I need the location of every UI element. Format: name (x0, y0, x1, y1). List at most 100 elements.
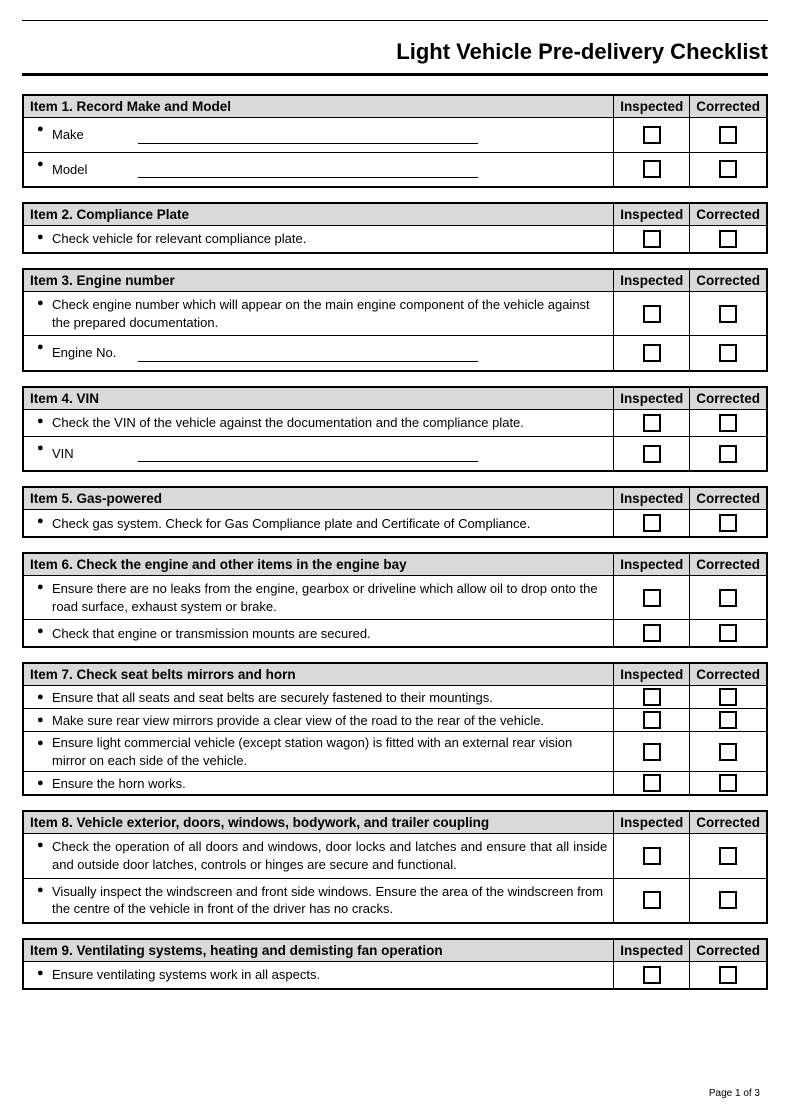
inspected-checkbox[interactable] (643, 774, 661, 792)
checklist-item: ●Make sure rear view mirrors provide a c… (24, 709, 614, 732)
item-header: Item 9. Ventilating systems, heating and… (24, 939, 614, 961)
column-inspected: Inspected (614, 204, 690, 226)
column-corrected: Corrected (690, 488, 767, 510)
corrected-checkbox[interactable] (719, 688, 737, 706)
column-corrected: Corrected (690, 812, 767, 834)
checklist-item: ● Check vehicle for relevant compliance p… (24, 226, 614, 253)
column-inspected: Inspected (614, 812, 690, 834)
inspected-checkbox[interactable] (643, 743, 661, 761)
inspected-checkbox[interactable] (643, 445, 661, 463)
inspected-checkbox[interactable] (643, 688, 661, 706)
bullet-icon: ● (37, 340, 44, 355)
bullet-icon: ● (37, 713, 44, 728)
inspected-checkbox[interactable] (643, 230, 661, 248)
page-title: Light Vehicle Pre-delivery Checklist (22, 39, 768, 65)
checklist-item: ●Make (24, 118, 614, 153)
column-corrected: Corrected (690, 96, 767, 118)
column-inspected: Inspected (614, 664, 690, 686)
corrected-checkbox[interactable] (719, 774, 737, 792)
inspected-checkbox[interactable] (643, 624, 661, 642)
item-header: Item 2. Compliance Plate (24, 204, 614, 226)
column-corrected: Corrected (690, 939, 767, 961)
page-footer: Page 1 of 3 (709, 1088, 760, 1099)
bullet-icon: ● (37, 580, 44, 595)
bullet-icon: ● (37, 966, 44, 981)
item-text: Check engine number which will appear on… (52, 297, 590, 330)
bullet-icon: ● (37, 838, 44, 853)
column-corrected: Corrected (690, 387, 767, 409)
bullet-icon: ● (37, 441, 44, 456)
checklist-item: ● Check the VIN of the vehicle against th… (24, 409, 614, 436)
bullet-icon: ● (37, 883, 44, 898)
inspected-checkbox[interactable] (643, 344, 661, 362)
bullet-icon: ● (37, 690, 44, 705)
corrected-checkbox[interactable] (719, 589, 737, 607)
item-header: Item 5. Gas-powered (24, 488, 614, 510)
checklist-item: ●Ensure that all seats and seat belts ar… (24, 686, 614, 709)
corrected-checkbox[interactable] (719, 126, 737, 144)
corrected-checkbox[interactable] (719, 445, 737, 463)
corrected-checkbox[interactable] (719, 966, 737, 984)
inspected-checkbox[interactable] (643, 126, 661, 144)
inspected-checkbox[interactable] (643, 160, 661, 178)
item-text: Visually inspect the windscreen and fron… (52, 884, 603, 917)
checklist-item: ● Ensure ventilating systems work in all … (24, 961, 614, 988)
checklist-item: ●Ensure the horn works. (24, 772, 614, 795)
corrected-checkbox[interactable] (719, 514, 737, 532)
inspected-checkbox[interactable] (643, 514, 661, 532)
bullet-icon: ● (37, 736, 44, 751)
item-text: Check the VIN of the vehicle against the… (52, 415, 524, 430)
blank-line[interactable] (138, 164, 478, 178)
item-header: Item 1. Record Make and Model (24, 96, 614, 118)
inspected-checkbox[interactable] (643, 891, 661, 909)
bullet-icon: ● (37, 514, 44, 529)
corrected-checkbox[interactable] (719, 414, 737, 432)
item-text: Check vehicle for relevant compliance pl… (52, 231, 306, 246)
corrected-checkbox[interactable] (719, 891, 737, 909)
checklist-item: ● Check that engine or transmission mount… (24, 620, 614, 647)
field-label: Make (52, 126, 134, 144)
column-inspected: Inspected (614, 939, 690, 961)
corrected-checkbox[interactable] (719, 305, 737, 323)
corrected-checkbox[interactable] (719, 711, 737, 729)
bullet-icon: ● (37, 414, 44, 429)
inspected-checkbox[interactable] (643, 711, 661, 729)
blank-line[interactable] (138, 348, 478, 362)
bullet-icon: ● (37, 296, 44, 311)
corrected-checkbox[interactable] (719, 160, 737, 178)
column-corrected: Corrected (690, 204, 767, 226)
column-inspected: Inspected (614, 96, 690, 118)
checklist-item: ● Visually inspect the windscreen and fro… (24, 878, 614, 922)
inspected-checkbox[interactable] (643, 305, 661, 323)
corrected-checkbox[interactable] (719, 344, 737, 362)
item-text: Check the operation of all doors and win… (52, 839, 607, 872)
checklist-item: ● Check engine number which will appear o… (24, 292, 614, 336)
bullet-icon: ● (37, 230, 44, 245)
inspected-checkbox[interactable] (643, 414, 661, 432)
corrected-checkbox[interactable] (719, 230, 737, 248)
item-header: Item 4. VIN (24, 387, 614, 409)
item-text: Ensure light commercial vehicle (except … (52, 735, 572, 768)
bullet-icon: ● (37, 157, 44, 172)
checklist-item: ●Ensure there are no leaks from the engi… (24, 576, 614, 620)
item-header: Item 3. Engine number (24, 270, 614, 292)
bullet-icon: ● (37, 624, 44, 639)
corrected-checkbox[interactable] (719, 743, 737, 761)
item-text: Ensure ventilating systems work in all a… (52, 967, 320, 982)
blank-line[interactable] (138, 448, 478, 462)
column-corrected: Corrected (690, 664, 767, 686)
inspected-checkbox[interactable] (643, 589, 661, 607)
item-text: Ensure the horn works. (52, 776, 186, 791)
item-text: Check that engine or transmission mounts… (52, 626, 371, 641)
column-corrected: Corrected (690, 554, 767, 576)
checklist-item: ●VIN (24, 436, 614, 471)
corrected-checkbox[interactable] (719, 847, 737, 865)
inspected-checkbox[interactable] (643, 966, 661, 984)
item-text: Check gas system. Check for Gas Complian… (52, 516, 530, 531)
checklist-item: ● Check gas system. Check for Gas Complia… (24, 510, 614, 537)
column-corrected: Corrected (690, 270, 767, 292)
blank-line[interactable] (138, 130, 478, 144)
inspected-checkbox[interactable] (643, 847, 661, 865)
checklist-item: ● Check the operation of all doors and wi… (24, 834, 614, 878)
corrected-checkbox[interactable] (719, 624, 737, 642)
